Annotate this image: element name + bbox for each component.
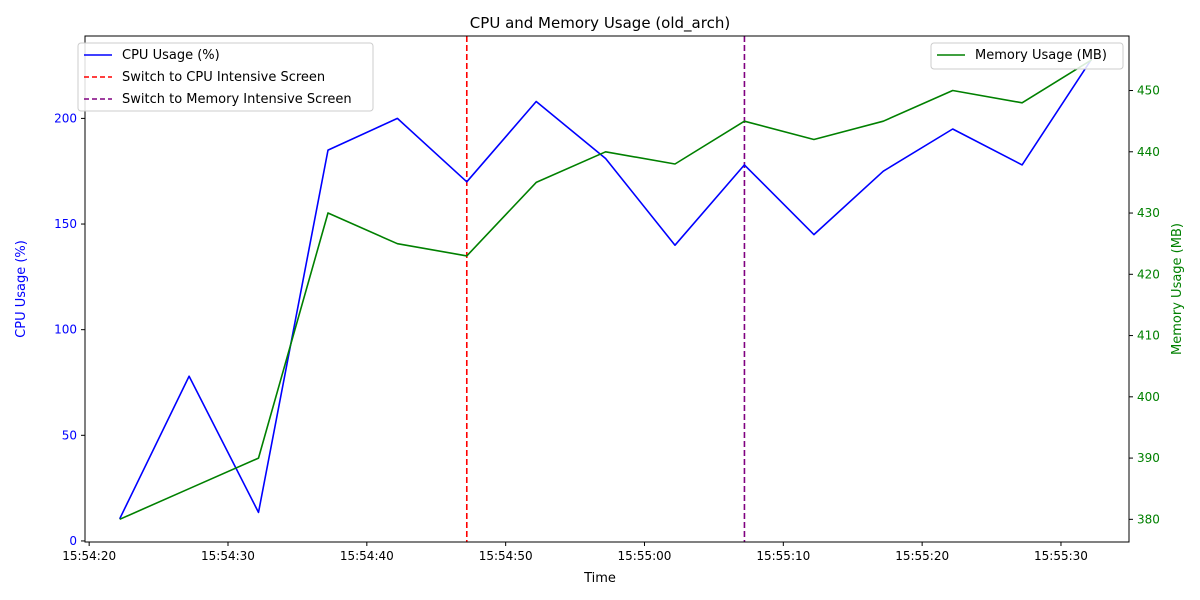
legend-left-label: CPU Usage (%) — [122, 48, 220, 63]
x-tick-label: 15:55:00 — [618, 549, 672, 563]
legend-left-label: Switch to Memory Intensive Screen — [122, 92, 352, 107]
y-right-tick-label: 430 — [1137, 206, 1160, 220]
y-axis-left-label: CPU Usage (%) — [14, 240, 29, 338]
y-left-tick-label: 200 — [54, 111, 77, 125]
series-line — [119, 59, 1092, 521]
y-right-tick-label: 420 — [1137, 267, 1160, 281]
y-right-tick-label: 390 — [1137, 451, 1160, 465]
y-left-tick-label: 150 — [54, 217, 77, 231]
plot-frame — [84, 35, 1130, 543]
legend-left-box — [77, 42, 374, 112]
y-right-tick-label: 380 — [1137, 512, 1160, 526]
x-tick-label: 15:54:40 — [340, 549, 394, 563]
x-tick-label: 15:55:20 — [895, 549, 949, 563]
legend-left: CPU Usage (%) Switch to CPU Intensive Scr… — [77, 42, 374, 112]
y-left-tick-label: 0 — [69, 534, 77, 548]
series-layer — [118, 58, 1093, 521]
series-line — [118, 58, 1093, 520]
y-left-tick-label: 100 — [54, 323, 77, 337]
vlines-layer — [465, 36, 746, 542]
legend-right-box — [930, 42, 1124, 70]
y-right-tick-label: 410 — [1137, 329, 1160, 343]
x-tick-label: 15:55:30 — [1034, 549, 1088, 563]
x-tick-label: 15:54:20 — [62, 549, 116, 563]
ticks-layer: 15:54:20 15:54:30 15:54:40 15:54:50 15:55:00… — [54, 84, 1160, 563]
chart-title: CPU and Memory Usage (old_arch) — [470, 14, 730, 33]
y-right-tick-label: 400 — [1137, 390, 1160, 404]
y-axis-right-label: Memory Usage (MB) — [1170, 223, 1185, 355]
legend-left-label: Switch to CPU Intensive Screen — [122, 70, 325, 85]
x-axis-label: Time — [583, 571, 616, 586]
x-tick-label: 15:55:10 — [756, 549, 810, 563]
legend-right-label: Memory Usage (MB) — [975, 48, 1107, 63]
y-left-tick-label: 50 — [62, 428, 77, 442]
y-right-tick-label: 440 — [1137, 145, 1160, 159]
legend-right: Memory Usage (MB) — [930, 42, 1124, 70]
y-right-tick-label: 450 — [1137, 84, 1160, 98]
x-tick-label: 15:54:30 — [201, 549, 255, 563]
x-tick-label: 15:54:50 — [479, 549, 533, 563]
